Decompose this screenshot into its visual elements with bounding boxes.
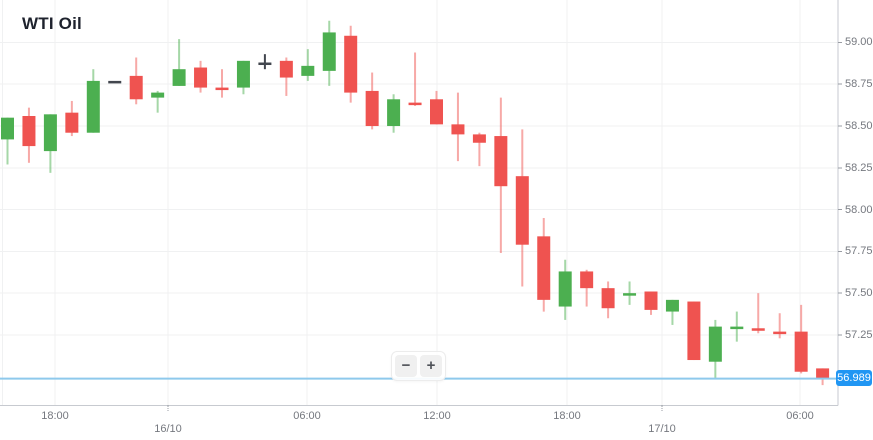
candle-body <box>665 299 679 312</box>
candle-body <box>451 124 465 135</box>
y-axis-label: 58.250 <box>845 161 873 174</box>
candle-body <box>387 99 401 127</box>
x-axis-label: 18:00 <box>553 410 581 422</box>
time-scale[interactable]: 18:00 16/10 06:00 12:00 18:00 17/10 06:00 <box>0 405 838 440</box>
candle-body <box>344 35 358 93</box>
candle-body <box>430 99 443 125</box>
y-axis-label: 58.500 <box>845 120 873 133</box>
candle-body <box>86 80 100 133</box>
candle-body <box>708 326 722 362</box>
candle-body <box>1 117 14 140</box>
candle-body <box>773 331 787 335</box>
date-tick <box>167 405 169 411</box>
candle-body <box>194 67 208 88</box>
price-scale[interactable]: 59.000 58.750 58.500 58.250 58.000 57.750 57.5… <box>838 0 873 406</box>
zoom-out-button[interactable]: − <box>395 355 417 377</box>
candle-body <box>494 136 508 187</box>
current-price-badge: 56.989 <box>836 370 872 386</box>
candle-body <box>515 176 529 245</box>
candle-body <box>65 112 79 133</box>
candle-body <box>472 134 486 143</box>
candle-body <box>794 331 808 372</box>
y-axis-label: 57.500 <box>845 287 873 300</box>
candle-body <box>129 75 143 100</box>
zoom-in-button[interactable]: + <box>420 355 442 377</box>
candle-body <box>258 62 272 66</box>
x-axis-label: 06:00 <box>293 410 321 422</box>
candle-body <box>730 326 744 330</box>
date-tick <box>661 405 663 411</box>
candle-body <box>558 271 572 307</box>
candle-body <box>751 328 765 331</box>
candle-body <box>22 116 36 147</box>
x-axis-label: 12:00 <box>423 410 451 422</box>
candle-body <box>816 368 830 379</box>
y-axis-label: 58.000 <box>845 203 873 216</box>
chart-title: WTI Oil <box>22 14 82 33</box>
x-axis-label: 06:00 <box>786 410 814 422</box>
y-axis-label: 57.250 <box>845 328 873 341</box>
y-axis-label: 59.000 <box>845 36 873 49</box>
x-axis-label: 16/10 <box>154 423 182 435</box>
candle-body <box>279 60 293 78</box>
candle-body <box>408 102 422 106</box>
candle-body <box>537 236 551 300</box>
candle-body <box>151 92 165 98</box>
y-axis-label: 58.750 <box>845 78 873 91</box>
candle-body <box>108 80 122 84</box>
y-axis-label: 57.750 <box>845 245 873 258</box>
candle-body <box>301 65 315 76</box>
candle-body <box>601 288 615 309</box>
candle-body <box>43 114 57 152</box>
zoom-controls: − + <box>391 351 446 381</box>
candle-body <box>644 291 658 310</box>
x-axis-label: 18:00 <box>41 410 69 422</box>
candle-body <box>580 271 594 289</box>
candle-body <box>623 293 637 296</box>
candle-body <box>215 87 229 91</box>
candle-body <box>365 90 379 127</box>
x-axis-label: 17/10 <box>648 423 676 435</box>
candle-body <box>172 69 186 86</box>
candle-body <box>236 60 250 88</box>
candle-body <box>687 301 701 361</box>
candle-body <box>322 32 336 71</box>
